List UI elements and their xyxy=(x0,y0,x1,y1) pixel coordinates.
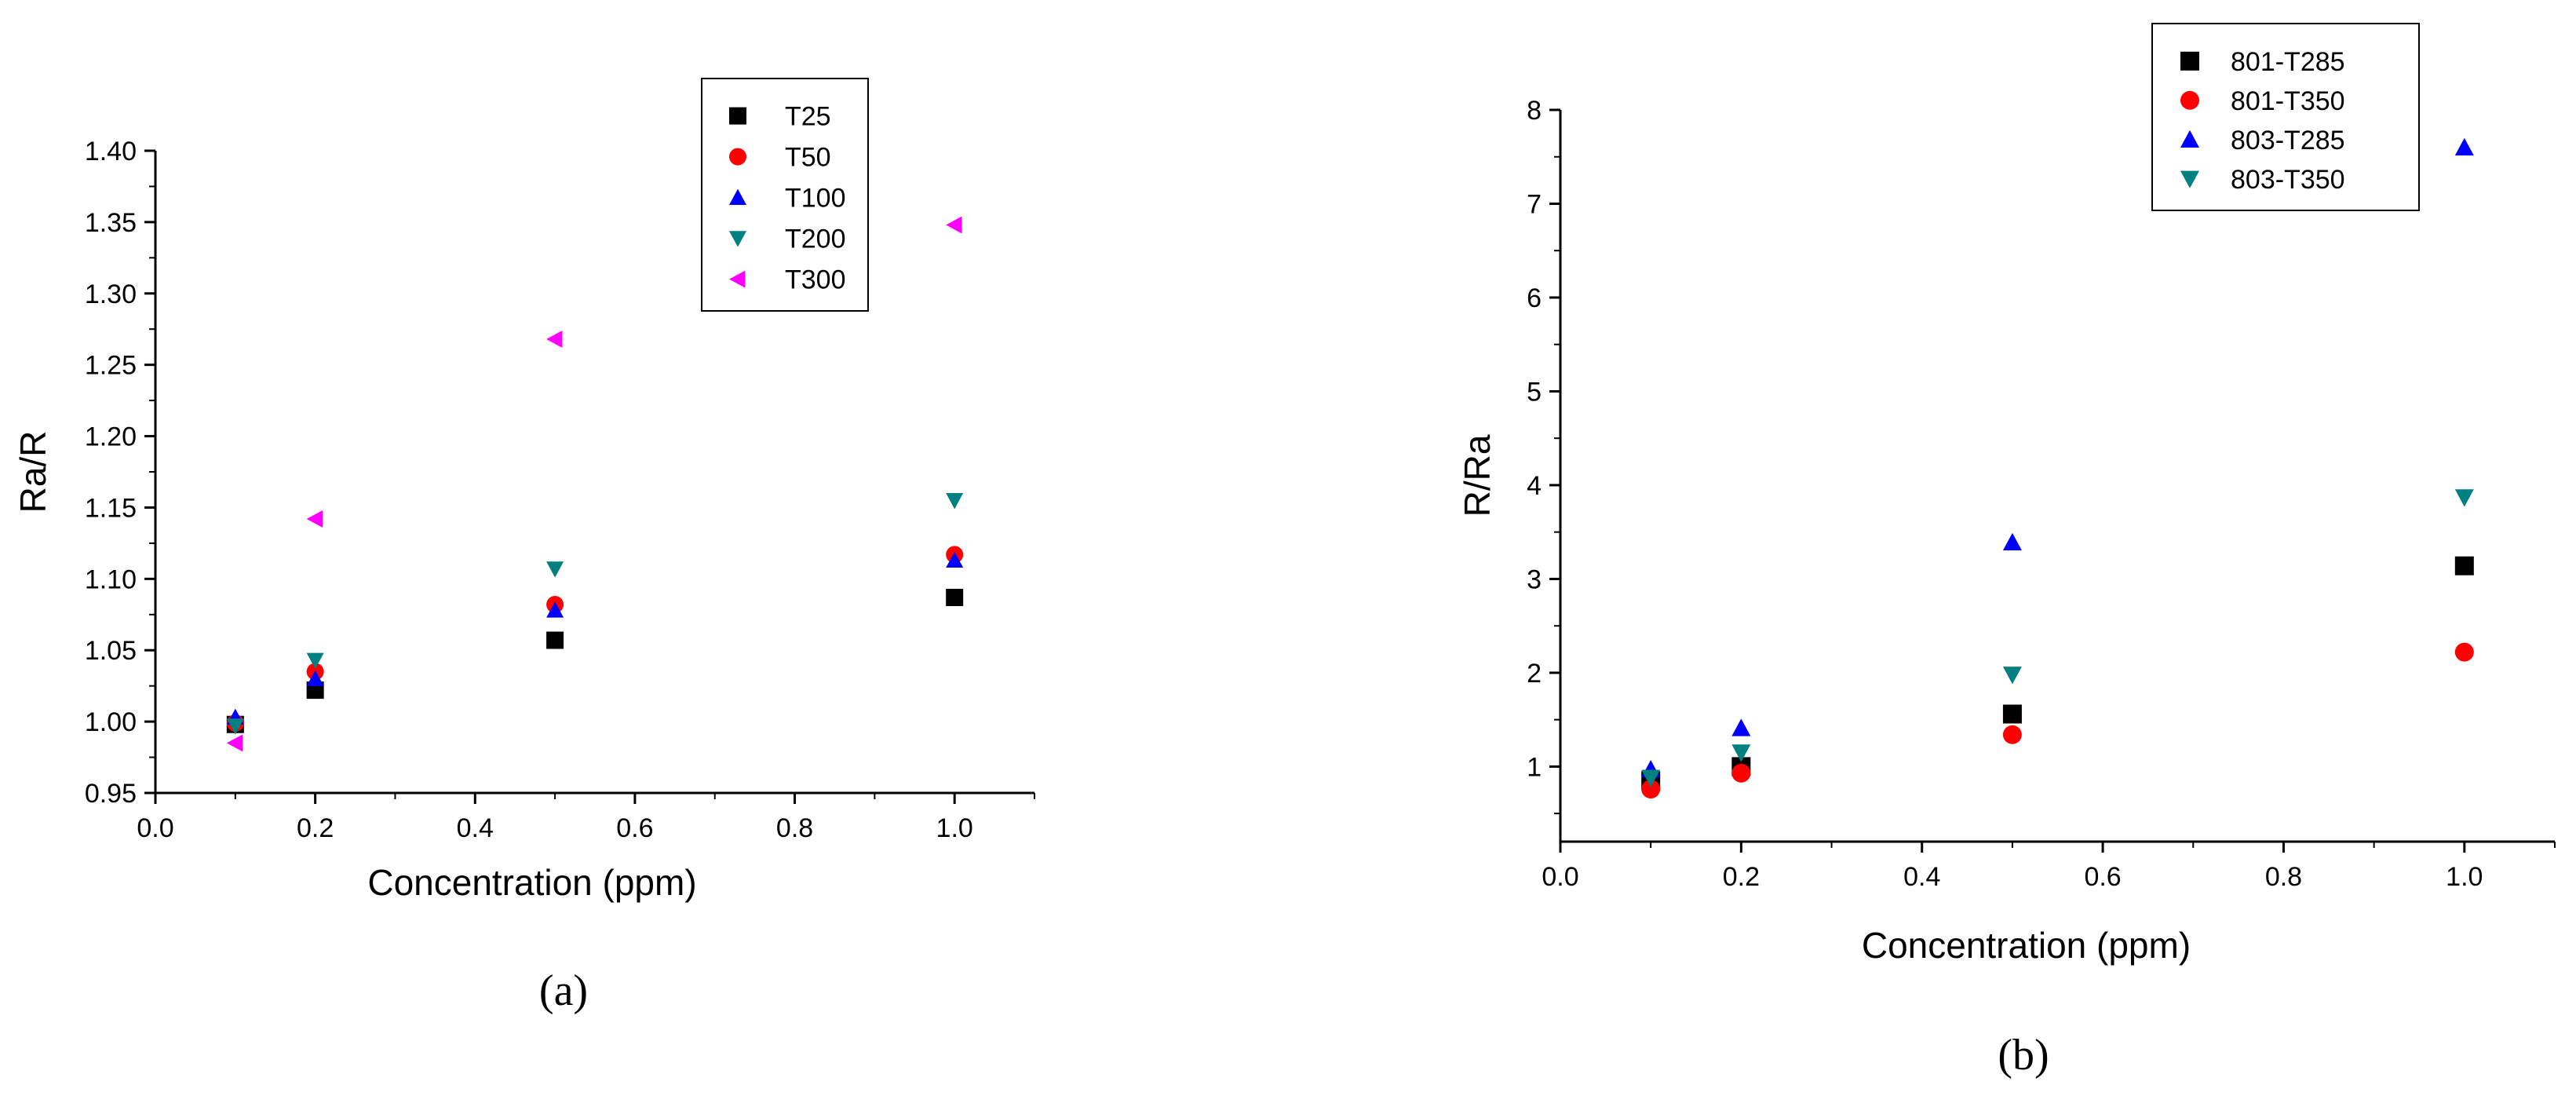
y-tick-label: 3 xyxy=(1527,564,1542,594)
legend-label: 801-T285 xyxy=(2231,47,2345,77)
legend-marker xyxy=(2180,170,2199,188)
x-tick-label: 0.6 xyxy=(2084,862,2121,892)
legend-label: T300 xyxy=(785,265,846,295)
y-tick-label: 1.30 xyxy=(85,279,137,309)
y-tick-label: 1.15 xyxy=(85,493,137,523)
legend-marker xyxy=(729,270,746,288)
y-tick-label: 8 xyxy=(1527,96,1542,126)
y-tick-label: 1.40 xyxy=(85,137,137,166)
data-point xyxy=(1641,780,1661,799)
data-point xyxy=(2002,704,2022,724)
data-point xyxy=(946,493,964,510)
legend-label: 803-T350 xyxy=(2231,165,2345,195)
y-tick-label: 5 xyxy=(1527,377,1542,407)
data-point xyxy=(946,216,962,234)
legend: T25 T50 T100 T200 T300 xyxy=(701,78,869,312)
data-point xyxy=(306,670,324,686)
legend-marker xyxy=(2180,90,2199,110)
y-tick-label: 7 xyxy=(1527,189,1542,219)
legend-label: T25 xyxy=(785,102,831,132)
data-point xyxy=(226,718,244,735)
legend-label: T200 xyxy=(785,225,846,254)
data-point xyxy=(2454,137,2474,155)
panel-caption: (a) xyxy=(539,966,588,1015)
legend-marker xyxy=(2180,130,2199,148)
x-tick-label: 1.0 xyxy=(2446,862,2483,892)
x-tick-label: 0.2 xyxy=(1723,862,1760,892)
y-tick-label: 2 xyxy=(1527,659,1542,689)
data-point xyxy=(1641,769,1661,787)
data-point xyxy=(946,551,964,568)
data-point xyxy=(1731,763,1751,783)
y-tick-label: 1.10 xyxy=(85,564,137,594)
legend: 801-T285 801-T350 803-T285 803-T350 xyxy=(2151,23,2420,211)
data-point xyxy=(2454,556,2474,575)
x-axis-title: Concentration (ppm) xyxy=(367,862,696,903)
data-point xyxy=(2002,667,2022,685)
data-point xyxy=(306,510,323,528)
chart-panel-a: 0.0 0.2 0.4 0.6 0.8 1.0 0.95 1.00 1.05 1.10 1.15 1.… xyxy=(13,78,1035,1015)
legend-marker xyxy=(729,107,746,125)
legend-marker xyxy=(729,231,746,247)
y-tick-label: 1.35 xyxy=(85,208,137,238)
data-point xyxy=(546,631,564,649)
y-tick-label: 1.05 xyxy=(85,636,137,666)
y-tick-label: 1.25 xyxy=(85,351,137,381)
data-point xyxy=(1731,744,1751,762)
x-tick-label: 0.2 xyxy=(297,813,334,843)
y-tick-label: 4 xyxy=(1527,471,1542,501)
data-point xyxy=(2002,532,2022,551)
legend-label: T50 xyxy=(785,143,831,173)
x-tick-label: 0.6 xyxy=(616,813,653,843)
y-tick-label: 1.00 xyxy=(85,707,137,737)
data-point xyxy=(946,588,964,606)
legend-marker xyxy=(729,188,746,205)
legend-marker xyxy=(729,148,746,166)
data-point xyxy=(306,652,324,669)
x-tick-label: 0.4 xyxy=(457,813,494,843)
data-point xyxy=(546,601,564,618)
x-tick-label: 0.0 xyxy=(1542,862,1578,892)
legend-label: 801-T350 xyxy=(2231,86,2345,116)
data-point xyxy=(1731,718,1751,736)
legend-label: T100 xyxy=(785,184,846,214)
data-point xyxy=(546,330,563,348)
y-tick-label: 1.20 xyxy=(85,422,137,452)
data-point xyxy=(2454,642,2474,662)
x-tick-label: 0.8 xyxy=(776,813,813,843)
x-tick-label: 1.0 xyxy=(936,813,973,843)
y-axis-title: R/Ra xyxy=(1457,434,1498,517)
panel-caption: (b) xyxy=(1998,1031,2049,1080)
y-tick-label: 0.95 xyxy=(85,779,137,809)
x-tick-label: 0.8 xyxy=(2265,862,2302,892)
data-point xyxy=(2454,489,2474,507)
x-tick-label: 0.0 xyxy=(137,813,173,843)
x-tick-label: 0.4 xyxy=(1903,862,1940,892)
y-axis-title: Ra/R xyxy=(13,431,53,513)
y-tick-label: 1 xyxy=(1527,752,1542,782)
data-point xyxy=(2002,725,2022,744)
legend-marker xyxy=(2180,51,2199,71)
data-point xyxy=(226,734,243,752)
legend-label: 803-T285 xyxy=(2231,126,2345,155)
data-point xyxy=(546,561,564,578)
y-tick-label: 6 xyxy=(1527,283,1542,313)
x-axis-title: Concentration (ppm) xyxy=(1862,925,2191,966)
chart-panel-b: 0.0 0.2 0.4 0.6 0.8 1.0 1 2 3 4 5 6 7 8 Concentration … xyxy=(1457,23,2556,1080)
